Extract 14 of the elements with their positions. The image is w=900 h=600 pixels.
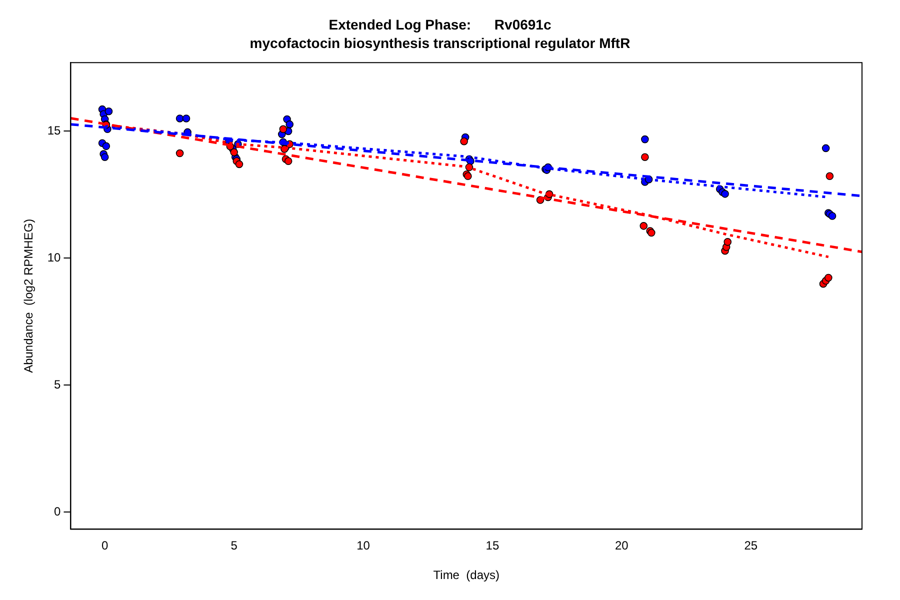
x-axis-title: Time (days)	[433, 568, 500, 582]
chart-subtitle: mycofactocin biosynthesis transcriptional regulator MftR	[250, 35, 630, 52]
x-tick-label: 10	[356, 538, 370, 553]
y-tick-label: 5	[54, 377, 62, 392]
x-tick-label: 0	[102, 538, 109, 553]
y-tick-label: 10	[47, 250, 62, 264]
x-tick-label: 5	[230, 538, 238, 553]
x-tick-label: 25	[744, 538, 758, 553]
y-tick-label: 0	[54, 504, 62, 518]
x-tick-label: 15	[486, 538, 500, 553]
x-tick-label: 20	[615, 538, 629, 553]
y-axis-title: Abundance (log2 RPMHEG)	[22, 218, 36, 373]
y-tick-label: 15	[47, 123, 62, 138]
chart-title: Extended Log Phase: Rv0691c	[328, 16, 552, 32]
